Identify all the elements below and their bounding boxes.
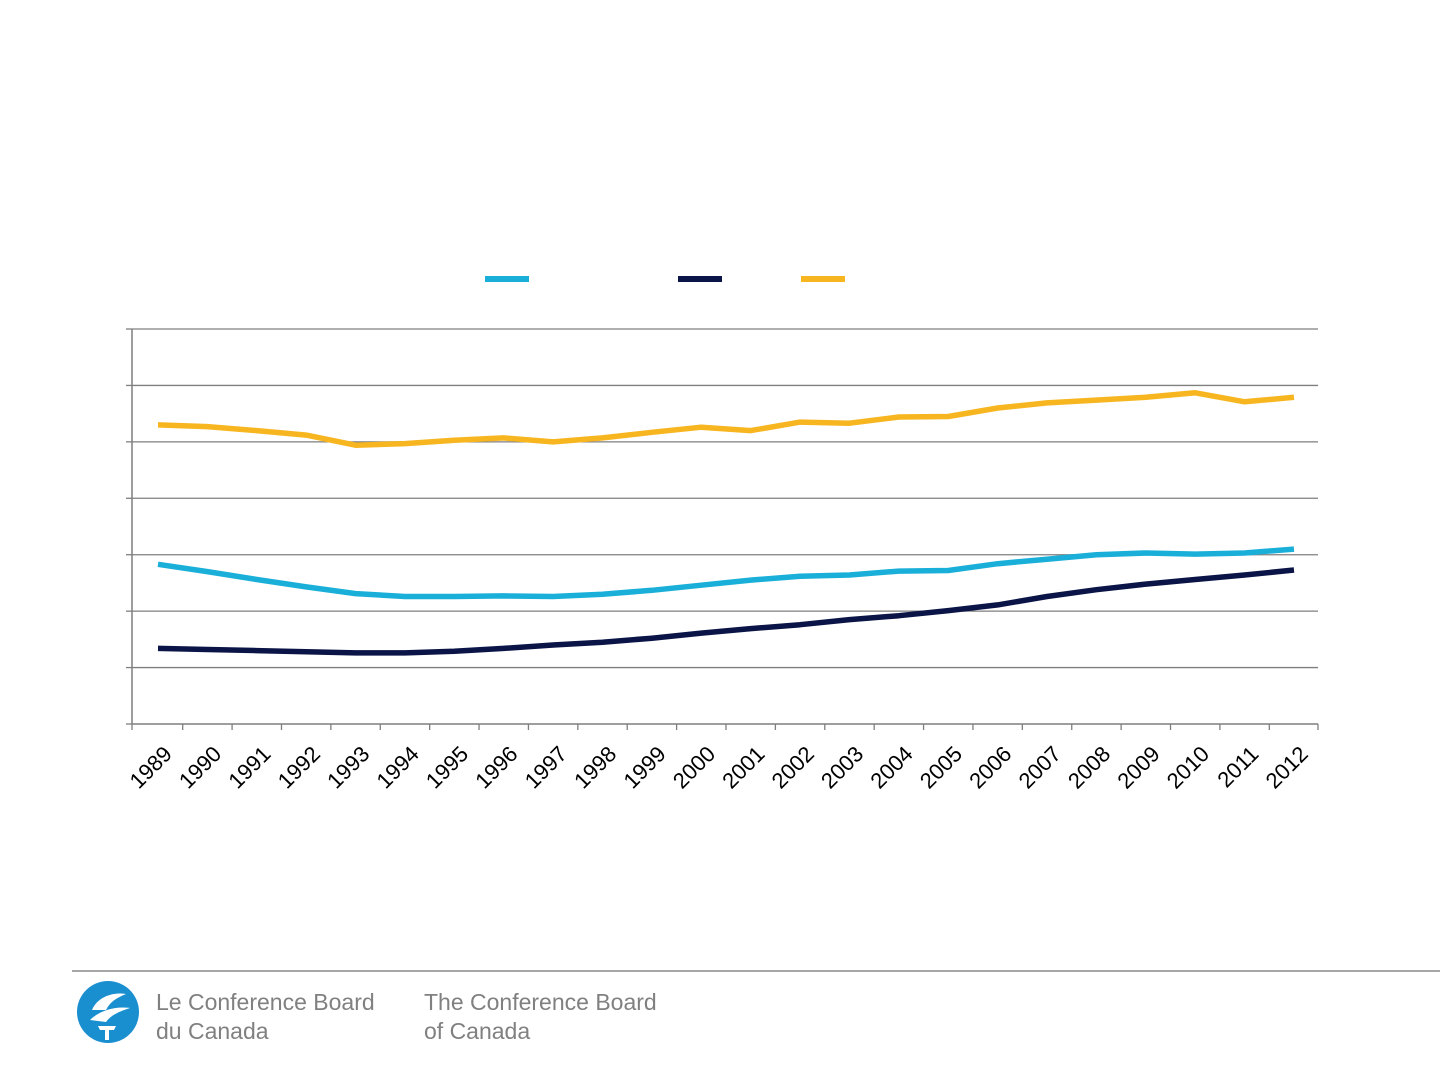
line-chart: 1989199019911992199319941995199619971998… xyxy=(125,276,1319,793)
footer-divider xyxy=(72,970,1440,972)
x-axis-tick-labels: 1989199019911992199319941995199619971998… xyxy=(125,741,1313,793)
x-tick-label-1997: 1997 xyxy=(520,741,572,793)
x-tick-label-1989: 1989 xyxy=(125,741,177,793)
chart-axes xyxy=(126,328,1319,730)
x-tick-label-2012: 2012 xyxy=(1261,741,1313,793)
x-tick-label-1993: 1993 xyxy=(322,741,374,793)
series-line-0 xyxy=(157,546,1295,600)
brand-en-line-2: of Canada xyxy=(424,1018,531,1044)
x-tick-label-2011: 2011 xyxy=(1212,741,1263,792)
x-tick-label-2007: 2007 xyxy=(1014,741,1066,793)
x-tick-label-2003: 2003 xyxy=(816,741,868,793)
chart-series xyxy=(157,390,1295,656)
series-line-1 xyxy=(157,567,1295,656)
x-tick-label-1999: 1999 xyxy=(618,741,670,793)
x-tick-label-1992: 1992 xyxy=(273,741,325,793)
x-tick-label-2004: 2004 xyxy=(865,741,917,793)
x-tick-label-1995: 1995 xyxy=(421,741,473,793)
brand-name-english: The Conference Board of Canada xyxy=(424,988,657,1046)
x-tick-label-1994: 1994 xyxy=(372,741,424,793)
x-tick-label-2001: 2001 xyxy=(717,741,769,793)
x-tick-label-2005: 2005 xyxy=(915,741,967,793)
brand-fr-line-2: du Canada xyxy=(156,1018,269,1044)
x-tick-label-1990: 1990 xyxy=(174,741,226,793)
x-tick-label-1991: 1991 xyxy=(223,741,275,793)
brand-name-french: Le Conference Board du Canada xyxy=(156,988,375,1046)
x-tick-label-2010: 2010 xyxy=(1162,741,1214,793)
x-tick-label-2009: 2009 xyxy=(1112,741,1164,793)
series-line-2 xyxy=(157,390,1295,448)
brand-en-line-1: The Conference Board xyxy=(424,989,657,1015)
brand-fr-line-1: Le Conference Board xyxy=(156,989,375,1015)
x-tick-label-1996: 1996 xyxy=(470,741,522,793)
x-tick-label-2002: 2002 xyxy=(767,741,819,793)
x-tick-label-2000: 2000 xyxy=(668,741,720,793)
x-tick-label-2006: 2006 xyxy=(964,741,1016,793)
chart-gridlines xyxy=(132,328,1318,669)
conference-board-logo-icon xyxy=(77,981,139,1043)
x-tick-label-1998: 1998 xyxy=(569,741,621,793)
x-tick-label-2008: 2008 xyxy=(1063,741,1115,793)
